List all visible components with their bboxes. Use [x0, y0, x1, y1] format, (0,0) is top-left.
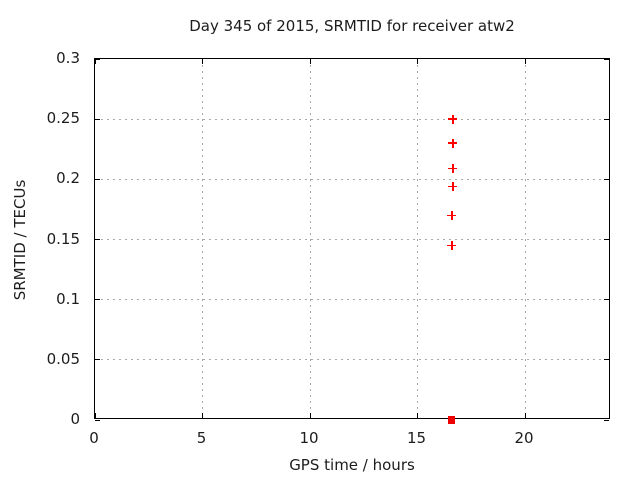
- y-tick-label: 0.1: [56, 289, 80, 308]
- x-tick-mirror: [94, 59, 96, 64]
- y-tick-mirror: [604, 239, 609, 240]
- data-point-square: [447, 415, 455, 424]
- y-tick-label: 0.2: [56, 169, 80, 188]
- y-gridline: [95, 118, 609, 120]
- y-tick: [95, 359, 100, 361]
- marker-vbar: [452, 182, 454, 192]
- y-gridline: [95, 299, 609, 301]
- x-tick: [417, 413, 418, 418]
- y-tick: [95, 419, 100, 421]
- data-point-marker: [448, 114, 458, 124]
- marker-vbar: [452, 164, 454, 173]
- y-tick-mirror: [604, 178, 609, 180]
- y-tick: [95, 58, 100, 60]
- x-tick-label: 0: [89, 429, 99, 447]
- chart-title: Day 345 of 2015, SRMTID for receiver atw…: [189, 17, 515, 35]
- y-tick-mirror: [604, 359, 609, 361]
- x-tick-label: 5: [196, 429, 207, 447]
- x-tick-label: 15: [406, 429, 427, 447]
- y-tick-label: 0: [70, 410, 80, 428]
- x-gridline: [417, 59, 418, 418]
- x-tick-mirror: [309, 59, 311, 64]
- y-tick: [95, 118, 100, 120]
- y-tick: [95, 178, 100, 180]
- marker-vbar: [452, 114, 454, 124]
- marker-vbar: [452, 138, 454, 148]
- x-tick-label: 10: [299, 429, 319, 447]
- y-gridline: [95, 178, 609, 180]
- y-gridline: [95, 359, 609, 361]
- x-tick: [309, 413, 311, 418]
- x-tick: [94, 413, 96, 418]
- marker-vbar: [451, 241, 453, 251]
- marker-vbar: [451, 210, 453, 220]
- y-tick: [95, 299, 100, 301]
- x-gridline: [524, 59, 526, 418]
- data-point-marker: [448, 164, 458, 173]
- x-tick-mirror: [524, 59, 526, 64]
- y-gridline: [95, 239, 609, 240]
- plot-area: [94, 58, 610, 424]
- x-tick: [202, 413, 203, 418]
- x-gridline: [202, 59, 203, 418]
- x-tick: [524, 413, 526, 418]
- y-tick-label: 0.15: [46, 229, 80, 248]
- y-tick-mirror: [604, 419, 609, 421]
- y-tick-label: 0.05: [46, 349, 80, 368]
- data-point-marker: [448, 138, 458, 148]
- y-tick: [95, 239, 100, 240]
- x-tick-label: 20: [514, 429, 534, 447]
- y-tick-label: 0.25: [46, 109, 80, 128]
- data-point-marker: [448, 182, 458, 192]
- x-axis-label: GPS time / hours: [289, 456, 415, 474]
- x-tick-mirror: [202, 59, 203, 64]
- y-tick-mirror: [604, 118, 609, 120]
- y-tick-label: 0.3: [56, 49, 80, 67]
- x-tick-mirror: [417, 59, 418, 64]
- data-point-marker: [447, 210, 457, 220]
- y-tick-mirror: [604, 58, 609, 60]
- y-tick-mirror: [604, 299, 609, 301]
- data-point-marker: [447, 241, 457, 251]
- x-gridline: [309, 59, 311, 418]
